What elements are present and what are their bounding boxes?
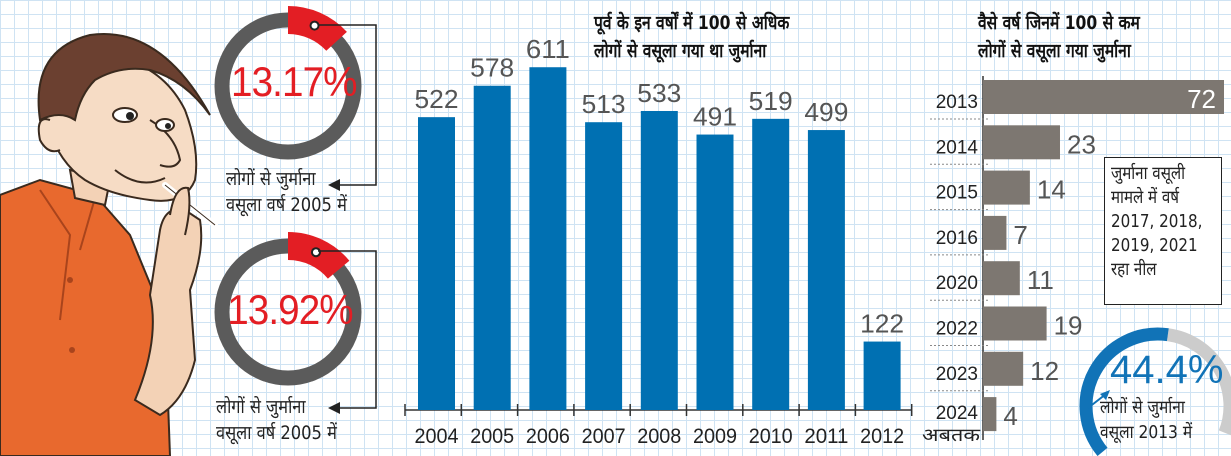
bar-value-label: 611 — [526, 34, 570, 64]
donut-1-caption-line2: वसूला वर्ष 2005 में — [226, 194, 347, 216]
hbar-value-label: 11 — [1027, 265, 1054, 295]
note-line: जुर्माना वसूली — [1111, 163, 1186, 184]
y-tick-sublabel: अबतक — [922, 425, 981, 446]
hair-shape — [37, 33, 211, 122]
x-tick-label: 2008 — [637, 425, 681, 448]
bar-chart-title-line1: पूर्व के इन वर्षों में 100 से अधिक — [594, 12, 790, 34]
donut-1-value: 13.17% — [231, 58, 357, 105]
nil-years-note-box: जुर्माना वसूली मामले में वर्ष 2017, 2018… — [1104, 157, 1222, 305]
x-tick-label: 2006 — [526, 425, 570, 448]
bar-chart-title-line2: लोगों से वसूला गया था जुर्माना — [594, 40, 767, 62]
bar-value-label: 578 — [470, 53, 514, 83]
hbar-2020 — [983, 261, 1020, 296]
horizontal-bar-chart: 72 2013 23 2014 14 2015 7 2016 11 2020 19 2022 12 202… — [922, 76, 1224, 446]
x-tick-label: 2009 — [693, 425, 737, 448]
y-tick-label: 2015 — [936, 183, 978, 204]
gauge-value: 44.4% — [1110, 348, 1224, 392]
bar-2009 — [696, 134, 734, 410]
donut-chart-2005-b — [214, 232, 362, 386]
y-tick-label: 2020 — [936, 273, 978, 294]
gauge-track — [1166, 328, 1231, 436]
hbar-chart-title-line2: लोगों से वसूला गया जुर्माना — [978, 40, 1131, 62]
note-line: 2017, 2018, — [1111, 211, 1203, 232]
hbar-value-label: 23 — [1067, 129, 1096, 159]
bar-value-label: 513 — [582, 89, 626, 119]
hbar-2015 — [983, 170, 1030, 205]
hbar-value-label: 72 — [1187, 84, 1216, 114]
bar-2010 — [752, 118, 790, 410]
y-tick-label: 2023 — [936, 364, 978, 385]
arrow-left-icon — [328, 402, 340, 414]
donut-2-caption-line2: वसूला वर्ष 2005 में — [216, 422, 337, 444]
note-line: मामले में वर्ष — [1111, 187, 1180, 208]
bar-value-label: 519 — [749, 86, 793, 116]
bar-value-label: 491 — [693, 102, 737, 132]
hbar-2014 — [983, 125, 1060, 160]
y-tick-label: 2013 — [936, 92, 978, 113]
bar-2008 — [640, 110, 678, 410]
hbar-2016 — [983, 215, 1007, 250]
leader-line-2 — [318, 250, 377, 414]
hbar-value-label: 7 — [1013, 220, 1027, 250]
y-tick-label: 2016 — [936, 228, 978, 249]
vertical-bar-chart: 522 2004 578 2005 611 2006 513 2007 533 2008 491 20… — [404, 34, 913, 448]
donut-1-caption-line1: लोगों से जुर्माना — [226, 168, 316, 190]
hbar-chart-title-line1: वैसे वर्ष जिनमें 100 से कम — [978, 12, 1140, 34]
bar-2004 — [418, 117, 455, 411]
x-tick-label: 2012 — [860, 425, 904, 448]
y-tick-label: 2022 — [936, 319, 978, 340]
hbar-value-label: 12 — [1030, 356, 1059, 386]
bar-value-label: 499 — [804, 97, 848, 127]
x-tick-label: 2011 — [804, 425, 848, 448]
bar-value-label: 533 — [637, 78, 681, 108]
arrow-left-icon — [328, 179, 340, 191]
donut-chart-2005-a — [214, 6, 362, 160]
shirt-shape — [0, 178, 172, 456]
hbar-2024 — [983, 397, 997, 432]
note-line: रहा नील — [1111, 259, 1157, 280]
bar-2005 — [473, 85, 511, 410]
hbar-2022 — [983, 306, 1047, 341]
leader-dot — [310, 247, 321, 258]
gauge-caption-line2: वसूला 2013 में — [1100, 422, 1193, 443]
donut-2-caption-line1: लोगों से जुर्माना — [216, 396, 306, 418]
bar-value-label: 522 — [415, 84, 459, 114]
leader-line-1 — [318, 24, 377, 191]
bar-2007 — [585, 122, 623, 410]
bar-2006 — [529, 67, 567, 410]
hbar-value-label: 14 — [1037, 175, 1066, 205]
cartoon-man-illustration — [0, 33, 218, 456]
donut-2-value: 13.92% — [227, 286, 353, 333]
x-tick-label: 2005 — [470, 425, 514, 448]
bar-2012 — [863, 341, 901, 410]
note-line: 2019, 2021 — [1111, 235, 1198, 256]
gauge-2013 — [1079, 327, 1231, 456]
gauge-caption-line1: लोगों से जुर्माना — [1100, 397, 1185, 418]
bar-2011 — [807, 130, 845, 410]
x-tick-label: 2007 — [582, 425, 626, 448]
hbar-2013 — [983, 80, 1224, 114]
arrow-icon — [1100, 390, 1110, 400]
hbar-value-label: 4 — [1003, 401, 1017, 431]
hbar-value-label: 19 — [1054, 311, 1083, 341]
gauge-fill — [1079, 327, 1169, 456]
x-tick-label: 2004 — [415, 425, 459, 448]
y-tick-label: 2014 — [936, 137, 979, 158]
x-tick-label: 2010 — [749, 425, 793, 448]
bar-value-label: 122 — [860, 309, 904, 339]
hbar-2023 — [983, 351, 1024, 386]
y-tick-label: 2024 — [936, 403, 979, 424]
